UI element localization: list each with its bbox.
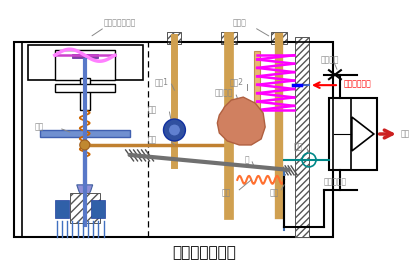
Bar (329, 98, 377, 170)
Text: 气源: 气源 (401, 130, 410, 139)
Bar (80, 78, 90, 110)
Text: 平板: 平板 (35, 122, 44, 131)
Bar (55, 200, 69, 218)
Bar (91, 200, 105, 218)
Circle shape (164, 119, 185, 141)
Bar (40, 130, 129, 137)
Text: 波纹管: 波纹管 (232, 19, 246, 28)
Bar (55, 84, 115, 92)
Circle shape (80, 140, 90, 150)
Bar (14, 42, 333, 237)
Text: 压力信号输入: 压力信号输入 (344, 80, 372, 89)
Bar (295, 37, 309, 237)
Text: 挡板: 挡板 (269, 188, 278, 197)
Circle shape (169, 124, 180, 136)
Text: 轭: 轭 (244, 155, 249, 164)
Polygon shape (77, 185, 93, 203)
Polygon shape (217, 97, 265, 145)
Text: 摆杆: 摆杆 (148, 135, 157, 144)
Bar (70, 193, 100, 223)
Bar (28, 45, 143, 80)
Text: 偏心凸轮: 偏心凸轮 (214, 89, 233, 98)
Text: 气动放大器: 气动放大器 (324, 177, 347, 186)
Bar (80, 78, 90, 110)
Text: 杠杆2: 杠杆2 (229, 78, 243, 87)
Text: 气动薄膜调节阀: 气动薄膜调节阀 (104, 19, 136, 28)
Text: 气动阀门定位器: 气动阀门定位器 (173, 245, 236, 260)
Bar (167, 32, 181, 44)
Text: 喷嘴: 喷嘴 (294, 143, 303, 152)
Bar (254, 51, 260, 113)
Text: 杠杆1: 杠杆1 (155, 78, 169, 87)
Text: 弹簧: 弹簧 (221, 188, 231, 197)
Bar (72, 54, 98, 58)
Text: 恒节流孔: 恒节流孔 (321, 56, 339, 65)
Bar (80, 78, 90, 110)
Polygon shape (352, 117, 374, 151)
Bar (55, 50, 115, 80)
Bar (271, 32, 287, 44)
Bar (221, 32, 237, 44)
Text: 滚轮: 滚轮 (148, 105, 157, 114)
